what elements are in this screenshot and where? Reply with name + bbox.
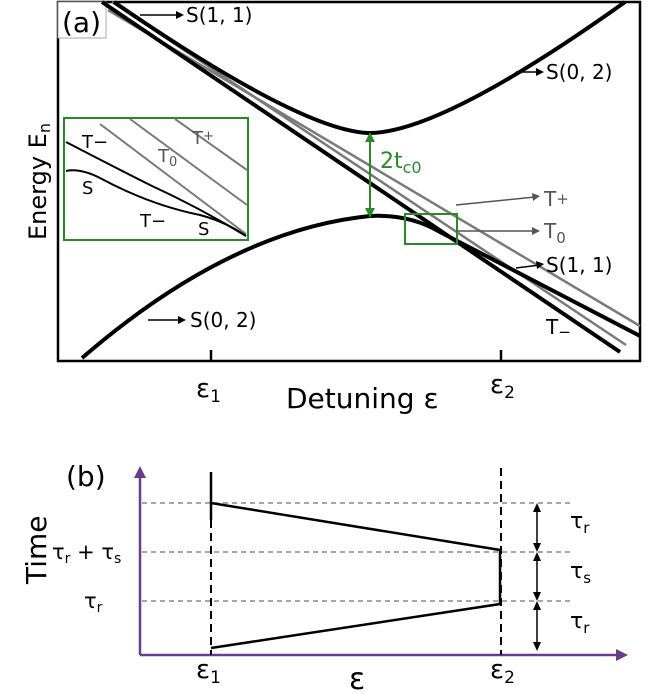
inset-t-zero-line [129, 118, 248, 206]
inset-s-curve [65, 169, 247, 237]
label-s02-top: S(0, 2) [516, 60, 612, 84]
panel-b-xlabel: ε [349, 662, 365, 694]
panel-b-tick-eps2: ε2 [490, 655, 515, 688]
svg-text:S(0, 2): S(0, 2) [190, 308, 256, 332]
inset-label-t-zero: T0 [157, 146, 177, 170]
svg-text:T+: T+ [543, 187, 569, 211]
panel-a-label-box [57, 1, 107, 39]
gap-arrow-head-top [365, 132, 375, 142]
inset-t-minus-line [99, 123, 247, 235]
inset-t-plus-line [174, 118, 248, 171]
s11-line [100, 0, 622, 354]
svg-text:S(1, 1): S(1, 1) [546, 253, 612, 277]
panel-a-tick-eps2: ε2 [490, 370, 515, 403]
panel-b: (b) τr τs τr τr + τs [20, 460, 628, 694]
t-zero-line [107, 8, 641, 328]
panel-a: (a) 2tc0 S(1, 1) S(0, 2) [24, 0, 642, 415]
label-s11-top: S(1, 1) [140, 3, 252, 27]
panel-b-label: (b) [66, 460, 106, 493]
panel-b-x-arrow [616, 649, 628, 661]
panel-a-tick-eps1: ε1 [196, 374, 221, 407]
panel-a-ylabel: Energy En [24, 123, 54, 240]
panel-b-ytick-r: τr [84, 589, 103, 616]
inset: T− T0 T+ S T− S [63, 117, 249, 241]
inset-label-t-minus-bottom: T− [139, 211, 166, 232]
label-s02-bottom: S(0, 2) [148, 308, 256, 332]
label-s11-right: S(1, 1) [515, 253, 612, 277]
panel-a-label: (a) [62, 6, 101, 39]
inset-label-s-right: S [198, 219, 209, 240]
svg-text:S(0, 2): S(0, 2) [546, 60, 612, 84]
interval-label-top: τr [570, 509, 590, 537]
panel-b-ytick-sum: τr + τs [52, 540, 121, 567]
svg-text:S(1, 1): S(1, 1) [186, 3, 252, 27]
panel-b-ylabel: Time [20, 515, 53, 585]
inset-label-t-plus: T+ [191, 128, 214, 149]
s02-lower-branch [80, 213, 641, 360]
panel-a-frame [56, 0, 642, 363]
inset-label-t-minus-top: T− [81, 132, 108, 153]
interval-label-mid: τs [570, 559, 591, 587]
gap-label: 2tc0 [380, 149, 422, 177]
label-t-minus: T− [545, 315, 571, 341]
pulse-path [210, 501, 502, 650]
gap-arrow-head-bottom [365, 208, 375, 218]
interval-label-low: τr [570, 609, 590, 637]
interval-arrows [533, 503, 541, 651]
panel-b-tick-eps1: ε1 [196, 655, 221, 688]
panel-b-y-arrow [134, 466, 146, 478]
zoom-box [404, 213, 458, 245]
inset-label-s-left: S [82, 178, 93, 199]
label-t-plus: T+ [455, 187, 569, 211]
svg-text:T0: T0 [543, 219, 566, 247]
inset-t-minus-black [65, 141, 247, 237]
panel-a-xlabel: Detuning ε [286, 382, 439, 415]
svg-text:T−: T− [545, 315, 571, 341]
label-t-zero: T0 [456, 219, 566, 247]
